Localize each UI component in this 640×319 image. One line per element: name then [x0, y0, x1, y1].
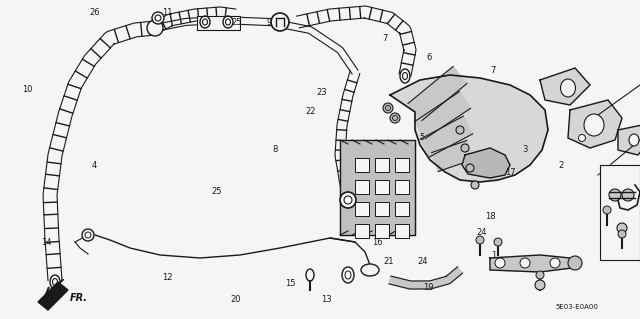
Text: 8: 8 [273, 145, 278, 154]
Circle shape [147, 20, 163, 36]
Text: 19: 19 [424, 283, 434, 292]
Bar [375, 158, 389, 172]
Text: 2: 2 [558, 161, 563, 170]
Text: 24: 24 [476, 228, 486, 237]
Polygon shape [432, 141, 473, 171]
Text: 15: 15 [285, 279, 296, 288]
Text: 5E03-E0A00: 5E03-E0A00 [555, 304, 598, 310]
Polygon shape [490, 255, 572, 272]
Text: 25: 25 [211, 187, 221, 196]
Polygon shape [415, 92, 470, 138]
Circle shape [550, 258, 560, 268]
Polygon shape [568, 100, 622, 148]
Circle shape [603, 206, 611, 214]
Text: 1: 1 [492, 251, 497, 260]
Circle shape [340, 192, 356, 208]
Polygon shape [600, 165, 640, 260]
Ellipse shape [629, 134, 639, 146]
Ellipse shape [306, 269, 314, 281]
Text: 25: 25 [232, 18, 242, 27]
Polygon shape [390, 75, 548, 182]
Bar [395, 180, 409, 194]
Polygon shape [420, 116, 473, 157]
Bar [355, 224, 369, 238]
Ellipse shape [200, 16, 210, 28]
Text: 17: 17 [506, 168, 516, 177]
Ellipse shape [342, 267, 354, 283]
Text: 26: 26 [90, 8, 100, 17]
Text: 20: 20 [230, 295, 241, 304]
Circle shape [520, 258, 530, 268]
Circle shape [535, 280, 545, 290]
Polygon shape [154, 17, 358, 74]
Circle shape [476, 236, 484, 244]
Circle shape [471, 181, 479, 189]
Polygon shape [540, 68, 590, 105]
Bar [395, 158, 409, 172]
Circle shape [383, 103, 393, 113]
Circle shape [609, 189, 621, 201]
Circle shape [461, 144, 469, 152]
Text: 11: 11 [163, 8, 173, 17]
Text: 13: 13 [321, 295, 332, 304]
Bar [375, 180, 389, 194]
Circle shape [152, 12, 164, 24]
Text: 18: 18 [485, 212, 495, 221]
Bar [375, 224, 389, 238]
Text: 5: 5 [420, 133, 425, 142]
Text: 22: 22 [305, 107, 316, 116]
Text: FR.: FR. [70, 293, 88, 303]
Polygon shape [297, 6, 416, 76]
Polygon shape [335, 70, 360, 201]
Polygon shape [618, 125, 640, 155]
Polygon shape [462, 148, 510, 178]
Text: 12: 12 [163, 273, 173, 282]
Circle shape [495, 258, 505, 268]
Polygon shape [197, 16, 240, 30]
Text: 21: 21 [384, 257, 394, 266]
Text: 10: 10 [22, 85, 32, 94]
Circle shape [82, 229, 94, 241]
Polygon shape [340, 140, 415, 235]
Ellipse shape [561, 79, 575, 97]
Text: 7: 7 [490, 66, 495, 75]
Circle shape [494, 238, 502, 246]
Circle shape [456, 126, 464, 134]
Text: 3: 3 [522, 145, 527, 154]
Polygon shape [38, 282, 68, 310]
Circle shape [568, 256, 582, 270]
Circle shape [271, 13, 289, 31]
Ellipse shape [584, 114, 604, 136]
Text: 7: 7 [383, 34, 388, 43]
Polygon shape [389, 267, 463, 289]
Ellipse shape [361, 264, 379, 276]
Ellipse shape [223, 16, 233, 28]
Circle shape [466, 164, 474, 172]
Bar [395, 202, 409, 216]
Text: 23: 23 [317, 88, 327, 97]
Bar [395, 224, 409, 238]
Ellipse shape [400, 69, 410, 83]
Polygon shape [43, 21, 156, 280]
Circle shape [617, 223, 627, 233]
Text: 14: 14 [41, 238, 51, 247]
Bar [355, 180, 369, 194]
Circle shape [622, 189, 634, 201]
Ellipse shape [579, 135, 586, 142]
Circle shape [536, 271, 544, 279]
Text: 9: 9 [266, 18, 271, 27]
Circle shape [618, 230, 626, 238]
Circle shape [390, 113, 400, 123]
Bar [355, 158, 369, 172]
Text: 6: 6 [426, 53, 431, 62]
Bar [355, 202, 369, 216]
Bar [375, 202, 389, 216]
Text: 16: 16 [372, 238, 383, 247]
Text: 24: 24 [417, 257, 428, 266]
Text: 4: 4 [92, 161, 97, 170]
Polygon shape [408, 66, 467, 121]
Polygon shape [152, 7, 236, 33]
Ellipse shape [50, 275, 60, 289]
